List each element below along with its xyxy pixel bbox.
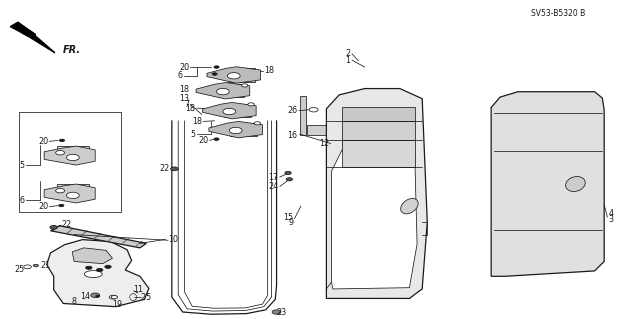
Circle shape	[50, 226, 58, 229]
Text: 14: 14	[80, 292, 90, 301]
Text: 16: 16	[287, 131, 298, 140]
Polygon shape	[196, 83, 250, 99]
Circle shape	[56, 151, 65, 155]
Ellipse shape	[84, 271, 102, 278]
Circle shape	[24, 265, 31, 269]
Text: 18: 18	[179, 85, 189, 94]
Polygon shape	[44, 184, 95, 203]
Circle shape	[241, 84, 248, 87]
Text: ○: ○	[129, 292, 137, 302]
Text: 20: 20	[198, 136, 208, 145]
Circle shape	[60, 139, 65, 142]
Text: 5: 5	[190, 130, 195, 138]
Polygon shape	[47, 240, 149, 307]
Circle shape	[67, 192, 79, 198]
Text: 9: 9	[288, 218, 293, 227]
Bar	[19, 112, 121, 212]
Circle shape	[229, 127, 242, 134]
Polygon shape	[230, 123, 257, 136]
Polygon shape	[307, 125, 326, 135]
Circle shape	[286, 178, 292, 181]
Ellipse shape	[342, 129, 381, 157]
Circle shape	[216, 88, 229, 95]
Ellipse shape	[566, 176, 585, 191]
Circle shape	[254, 122, 260, 125]
Polygon shape	[342, 140, 415, 167]
Circle shape	[212, 73, 217, 75]
Circle shape	[214, 138, 219, 140]
Circle shape	[59, 204, 64, 207]
Text: 2: 2	[346, 49, 351, 58]
Circle shape	[33, 264, 38, 267]
Circle shape	[309, 108, 318, 112]
Text: 1: 1	[346, 56, 351, 65]
Ellipse shape	[401, 198, 418, 214]
Text: FR.: FR.	[63, 45, 81, 55]
Text: 6: 6	[20, 196, 25, 205]
Text: SV53-B5320 B: SV53-B5320 B	[531, 9, 585, 18]
Text: 5: 5	[20, 160, 25, 169]
Text: 4: 4	[609, 209, 614, 218]
Circle shape	[248, 103, 254, 106]
Text: 12: 12	[319, 139, 330, 148]
Circle shape	[105, 265, 111, 268]
Text: 22: 22	[159, 164, 170, 173]
Circle shape	[214, 66, 219, 68]
Text: 18: 18	[192, 117, 202, 126]
Circle shape	[227, 73, 240, 79]
Polygon shape	[209, 122, 262, 138]
Circle shape	[56, 189, 65, 193]
Circle shape	[223, 108, 236, 115]
Text: 23: 23	[276, 308, 287, 317]
Text: 15: 15	[283, 213, 293, 222]
Circle shape	[86, 266, 92, 269]
Polygon shape	[300, 95, 306, 135]
Text: 13: 13	[179, 93, 189, 102]
Polygon shape	[57, 184, 89, 199]
Polygon shape	[332, 139, 417, 289]
Circle shape	[97, 268, 103, 271]
Text: 20: 20	[179, 63, 189, 71]
Polygon shape	[51, 226, 147, 248]
Text: 26: 26	[287, 106, 298, 115]
Polygon shape	[202, 102, 256, 119]
Text: 19: 19	[113, 300, 123, 308]
Text: 18: 18	[186, 104, 195, 113]
Polygon shape	[207, 67, 260, 83]
Text: 20: 20	[38, 202, 49, 211]
Text: —25: —25	[134, 293, 152, 302]
Polygon shape	[342, 107, 415, 121]
Circle shape	[171, 167, 178, 171]
Polygon shape	[57, 146, 89, 161]
Circle shape	[96, 295, 100, 297]
Polygon shape	[491, 92, 604, 276]
Text: 8: 8	[71, 297, 76, 306]
Polygon shape	[228, 68, 255, 82]
Text: 21: 21	[40, 261, 51, 270]
Polygon shape	[72, 248, 113, 264]
Polygon shape	[342, 121, 415, 140]
Circle shape	[272, 310, 281, 314]
Text: 17: 17	[268, 173, 278, 182]
Text: 18: 18	[264, 66, 274, 75]
Text: 25: 25	[15, 265, 25, 274]
Polygon shape	[44, 146, 95, 165]
Text: 3: 3	[609, 215, 614, 224]
Text: 20: 20	[38, 137, 49, 146]
Polygon shape	[10, 22, 55, 53]
Text: 10: 10	[168, 235, 178, 244]
Circle shape	[91, 293, 100, 298]
Circle shape	[285, 171, 291, 174]
Polygon shape	[218, 84, 244, 97]
Text: 22: 22	[61, 220, 72, 229]
Circle shape	[111, 296, 118, 299]
Polygon shape	[326, 89, 428, 298]
Text: 11: 11	[134, 286, 143, 294]
Text: 24: 24	[268, 182, 278, 191]
Text: 7: 7	[184, 100, 189, 109]
Text: 6: 6	[178, 71, 182, 80]
Polygon shape	[224, 104, 251, 117]
Circle shape	[109, 295, 117, 299]
Circle shape	[67, 154, 79, 161]
